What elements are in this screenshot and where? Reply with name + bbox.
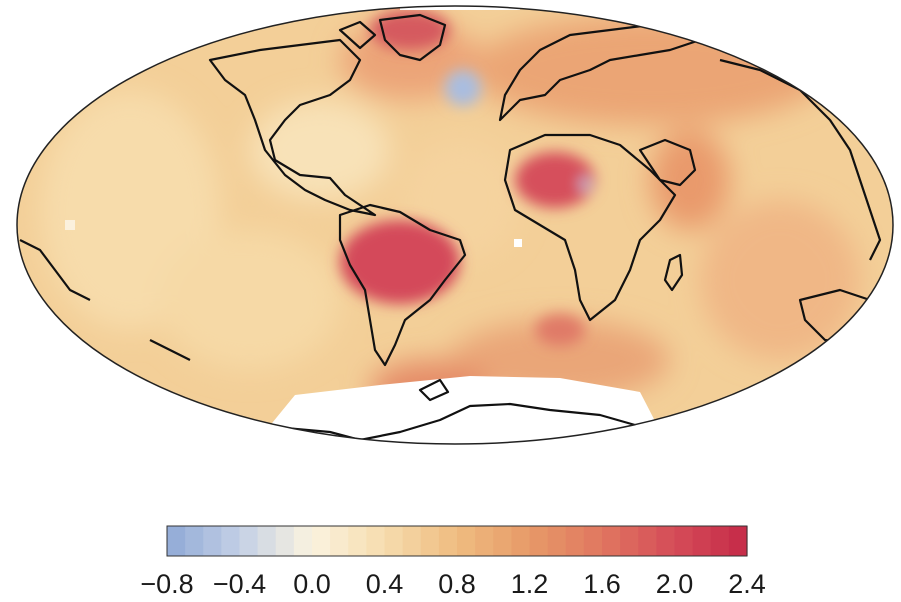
colorbar-swatch	[420, 526, 440, 556]
colorbar-swatch	[493, 526, 512, 556]
colorbar-swatch	[257, 526, 277, 556]
colorbar-swatch	[312, 526, 331, 556]
asia-coast	[719, 58, 882, 261]
antarctica-no-data	[250, 376, 670, 444]
colorbar-tick-label: −0.4	[213, 569, 266, 599]
colorbar-swatch	[583, 526, 603, 556]
colorbar-swatch	[438, 526, 458, 556]
colorbar-tick-label: 2.4	[728, 569, 766, 599]
colorbar-swatch	[602, 526, 621, 556]
colorbar-swatch	[638, 526, 657, 556]
colorbar-swatch	[565, 526, 585, 556]
colorbar-swatch	[239, 526, 259, 556]
colorbar-ticks: −0.8 −0.4 0.0 0.4 0.8 1.2 1.6 2.0 2.4	[140, 569, 765, 599]
colorbar-swatch	[692, 526, 712, 556]
colorbar-tick-label: 1.6	[583, 569, 621, 599]
africa-coast	[503, 133, 677, 322]
colorbar-swatch	[728, 526, 748, 556]
madagascar-coast	[663, 253, 684, 292]
colorbar-swatch	[221, 526, 241, 556]
colorbar-swatch	[710, 526, 730, 556]
colorbar-frame	[166, 525, 748, 557]
antarctica-coast	[284, 402, 636, 442]
colorbar-swatch	[348, 526, 367, 556]
colorbar-swatch	[511, 526, 531, 556]
colorbar-swatch	[656, 526, 676, 556]
colorbar-swatch	[384, 526, 404, 556]
colorbar-swatch	[293, 526, 313, 556]
south-america-coast	[338, 203, 467, 367]
colorbar-swatch	[275, 526, 295, 556]
arabia-coast	[638, 138, 697, 187]
colorbar-tick-label: 2.0	[656, 569, 694, 599]
colorbar-swatch	[402, 526, 422, 556]
colorbar-swatch	[457, 526, 476, 556]
colorbar-tick-label: 0.0	[293, 569, 331, 599]
colorbar-swatch	[203, 526, 222, 556]
amazon-hotspot	[340, 220, 460, 304]
colorbar-tick-label: 1.2	[511, 569, 549, 599]
colorbar-swatch	[167, 526, 186, 556]
north-atlantic-cold-spot	[445, 70, 481, 106]
colorbar-swatch	[620, 526, 639, 556]
colorbar-swatch	[330, 526, 349, 556]
colorbar-swatch	[547, 526, 567, 556]
colorbar-swatch	[674, 526, 694, 556]
colorbar-swatch	[366, 526, 386, 556]
north-america-coast	[208, 38, 377, 217]
colorbar-swatch	[185, 526, 204, 556]
colorbar-swatch	[475, 526, 494, 556]
colorbar-tick-label: −0.8	[140, 569, 193, 599]
greenland-coast	[378, 13, 447, 62]
sahel-hotspot	[515, 152, 595, 208]
coastlines	[19, 13, 882, 442]
pole-no-data	[400, 6, 520, 10]
colorbar-tick-label: 0.4	[366, 569, 404, 599]
colorbar-swatch	[529, 526, 549, 556]
globe-outline	[16, 5, 894, 445]
colorbar-tick-label: 0.8	[438, 569, 476, 599]
colorbar-swatches	[167, 526, 748, 556]
